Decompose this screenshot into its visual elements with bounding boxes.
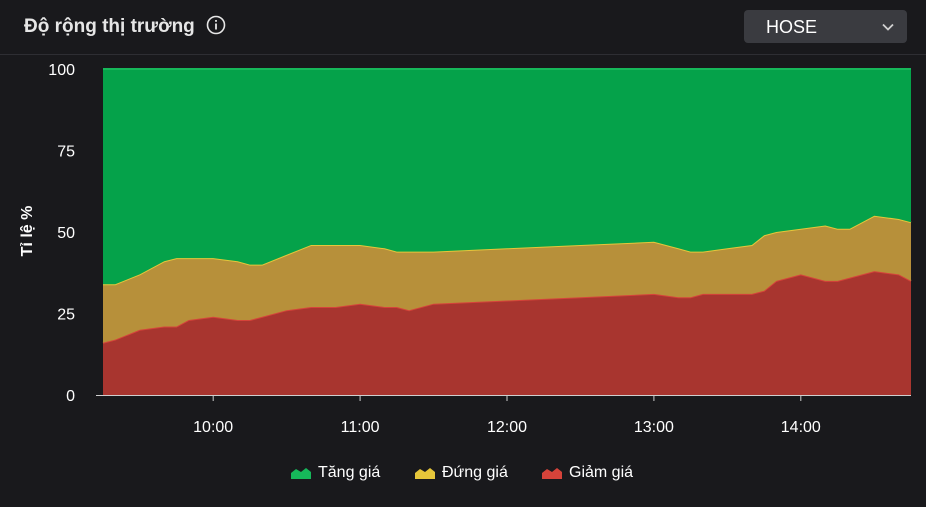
legend-label: Giảm giá — [569, 464, 634, 481]
y-axis-label: Tỉ lệ % — [19, 206, 36, 257]
x-tick-label: 14:00 — [781, 419, 821, 436]
legend-label: Đứng giá — [442, 464, 508, 481]
y-tick-label: 100 — [48, 62, 75, 79]
x-tick-label: 12:00 — [487, 419, 527, 436]
panel-header: Độ rộng thị trường HOSE — [0, 0, 926, 55]
exchange-select-value: HOSE — [766, 17, 818, 37]
x-tick-label: 11:00 — [341, 419, 380, 436]
y-tick-label: 50 — [57, 225, 75, 242]
exchange-select[interactable]: HOSE — [744, 10, 907, 43]
legend-area-icon — [415, 468, 435, 479]
chevron-down-icon — [882, 23, 894, 31]
area-series-down — [103, 271, 911, 395]
y-tick-label: 25 — [57, 307, 75, 324]
chart-areas — [102, 68, 912, 395]
y-tick-label: 0 — [66, 388, 75, 405]
market-breadth-chart: 0 25 50 75 100 10:00 11:00 12:00 13:00 14:00 Tỉ l… — [19, 62, 912, 436]
legend-area-icon — [542, 468, 562, 479]
legend-area-icon — [291, 468, 311, 479]
info-circle-icon[interactable] — [206, 15, 226, 35]
chart-legend: Tăng giá Đứng giá Giảm giá — [0, 462, 926, 486]
legend-label: Tăng giá — [318, 464, 381, 481]
chart-axes: 0 25 50 75 100 10:00 11:00 12:00 13:00 14:00 — [48, 62, 911, 436]
area-series-up — [103, 69, 911, 285]
y-tick-label: 75 — [57, 144, 75, 161]
panel-title: Độ rộng thị trường — [24, 16, 195, 37]
x-tick-label: 13:00 — [634, 419, 674, 436]
x-tick-label: 10:00 — [193, 419, 233, 436]
